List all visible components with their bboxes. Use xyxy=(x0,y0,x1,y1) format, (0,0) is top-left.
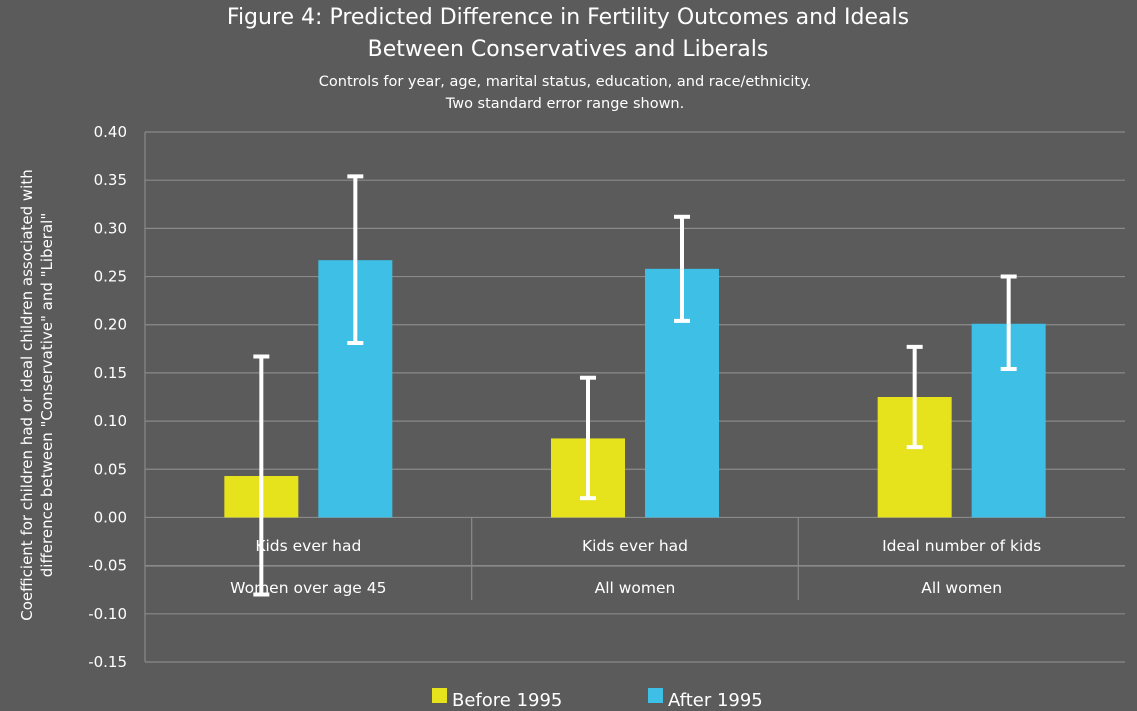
category-group-label: Women over age 45 xyxy=(230,579,386,597)
error-bar xyxy=(674,214,690,323)
error-bar xyxy=(906,344,923,450)
category-labels: Kids ever had Women over age 45 Kids ever … xyxy=(230,537,1041,597)
error-bar xyxy=(1000,274,1017,372)
y-axis-ticks: -0.15 -0.10 -0.05 0.00 0.05 0.10 0.15 0.20 0.25 0… xyxy=(88,123,127,671)
error-bar xyxy=(580,375,596,501)
error-bar xyxy=(347,174,364,346)
legend-swatch xyxy=(648,688,663,703)
legend: Before 1995 After 1995 xyxy=(432,688,763,711)
category-outcome-label: Kids ever had xyxy=(255,537,361,555)
chart-subtitle-line1: Controls for year, age, marital status, … xyxy=(319,74,811,90)
error-bar xyxy=(253,354,270,597)
category-dividers xyxy=(145,517,1125,600)
legend-label: After 1995 xyxy=(668,690,763,711)
y-tick-label: 0.30 xyxy=(94,219,127,237)
category-group-label: All women xyxy=(921,579,1002,597)
chart-title-line1: Figure 4: Predicted Difference in Fertil… xyxy=(227,5,909,30)
y-tick-label: 0.35 xyxy=(94,171,127,189)
chart-subtitle-line2: Two standard error range shown. xyxy=(445,96,684,112)
y-tick-label: -0.15 xyxy=(88,653,127,671)
y-tick-label: 0.15 xyxy=(94,364,127,382)
y-tick-label: 0.00 xyxy=(94,508,127,526)
y-tick-label: 0.10 xyxy=(94,412,127,430)
category-group-label: All women xyxy=(595,579,676,597)
error-bars xyxy=(253,174,1017,597)
category-outcome-label: Kids ever had xyxy=(582,537,688,555)
chart-title-line2: Between Conservatives and Liberals xyxy=(368,37,769,62)
y-axis-label-line2: difference between "Conservative" and "L… xyxy=(38,213,56,577)
y-tick-label: 0.05 xyxy=(94,460,127,478)
y-tick-label: 0.40 xyxy=(94,123,127,141)
bars xyxy=(224,260,1046,518)
category-outcome-label: Ideal number of kids xyxy=(882,537,1041,555)
y-tick-label: 0.20 xyxy=(94,316,127,334)
y-tick-label: -0.05 xyxy=(88,557,127,575)
y-tick-label: -0.10 xyxy=(88,605,127,623)
legend-label: Before 1995 xyxy=(452,690,562,711)
legend-swatch xyxy=(432,688,447,703)
y-tick-label: 0.25 xyxy=(94,268,127,286)
y-axis-label-line1: Coefficient for children had or ideal ch… xyxy=(18,169,36,620)
